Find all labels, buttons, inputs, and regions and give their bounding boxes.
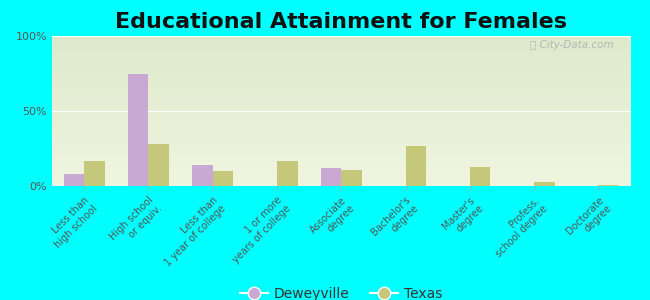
Bar	[406, 146, 426, 186]
Bar	[192, 165, 213, 186]
Legend: Deweyville, Texas: Deweyville, Texas	[235, 281, 448, 300]
Bar	[213, 171, 233, 186]
Bar	[320, 168, 341, 186]
Bar	[341, 169, 362, 186]
Bar	[277, 160, 298, 186]
Bar	[470, 167, 490, 186]
Bar	[84, 160, 105, 186]
Bar	[148, 144, 169, 186]
Bar	[128, 74, 148, 186]
Bar	[534, 182, 554, 186]
Bar	[64, 174, 84, 186]
Text: Ⓜ City-Data.com: Ⓜ City-Data.com	[530, 40, 613, 50]
Title: Educational Attainment for Females: Educational Attainment for Females	[115, 12, 567, 32]
Bar	[599, 184, 619, 186]
